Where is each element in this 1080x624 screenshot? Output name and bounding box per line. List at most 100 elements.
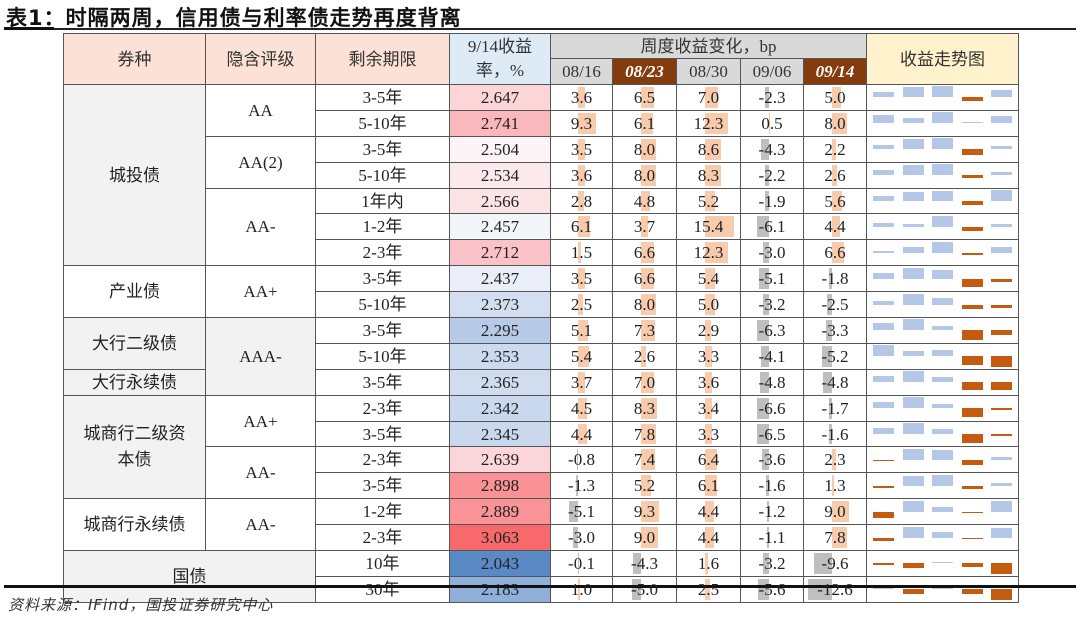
negative-data-bar [631,578,642,600]
positive-data-bar [578,345,589,367]
weekly-change-cell: 6.4 [676,446,741,474]
maturity-cell: 3-5年 [315,84,450,111]
weekly-change-cell: 2.5 [676,575,741,603]
positive-data-bar [831,164,837,186]
weekly-change-cell: 4.4 [676,498,741,526]
weekly-change-value: 8.0 [824,113,846,133]
weekly-change-value: 4.4 [697,528,720,548]
weekly-change-value: -3.0 [568,528,595,548]
yield-cell: 2.504 [449,135,551,163]
trend-sparkline-cell [866,84,1019,111]
weekly-change-value: 7.4 [633,450,656,470]
trend-bar [932,561,953,564]
weekly-change-value: 12.3 [693,243,724,263]
trend-sparkline-cell [866,109,1019,137]
weekly-change-value: 6.5 [633,87,656,107]
weekly-change-cell: 8.0 [803,109,867,137]
weekly-change-value: 3.6 [697,372,720,392]
weekly-change-value: 7.8 [824,528,846,548]
trend-bar [961,226,983,232]
trend-sparkline-cell [866,291,1019,319]
weekly-change-cell: -4.8 [803,368,867,396]
weekly-change-value: 3.3 [697,346,720,366]
positive-data-bar [641,268,654,290]
weekly-change-value: 4.5 [570,398,593,418]
table-row: 城商行二级资 本债 AA+ 2-3年 2.342 4.5 8.3 3.4 -6.6 -1.7 [63,394,1019,500]
trend-sparkline-cell [866,135,1019,163]
positive-data-bar [578,242,582,264]
header-week-09-06: 09/06 [740,58,804,85]
negative-data-bar [756,397,769,419]
trend-sparkline-cell [866,550,1019,577]
weekly-change-value: 4.4 [697,502,720,522]
negative-data-bar [763,242,769,264]
trend-bar [932,241,953,253]
positive-data-bar [641,475,652,497]
bond-type-cell: 城商行二级资 本债 [63,394,206,500]
weekly-change-value: 1.0 [570,579,593,599]
weekly-change-cell: 6.1 [676,472,741,500]
positive-data-bar [705,397,712,419]
header-weekly-change: 周度收益变化，bp [550,33,867,59]
yield-cell: 2.342 [449,394,551,422]
weekly-change-value: 5.0 [697,295,720,315]
trend-bar [991,246,1012,253]
trend-bar [932,138,953,150]
weekly-change-cell: 5.1 [550,317,613,344]
weekly-change-value: -6.6 [758,398,786,418]
yield-cell: 2.712 [449,239,551,267]
positive-data-bar [831,475,835,497]
negative-data-bar [576,475,579,497]
trend-bar [961,304,983,309]
positive-data-bar [831,501,849,523]
yield-cell: 2.437 [449,265,551,293]
bond-yield-table: 券种 隐含评级 剩余期限 9/14收益 率，% 周度收益变化，bp 收益走势图 0… [63,33,1019,603]
weekly-change-cell: 4.4 [803,213,867,241]
trend-sparkline-cell [866,265,1019,293]
maturity-cell: 1-2年 [315,213,450,241]
table-row: 大行永续债 3-5年 2.365 3.7 7.0 3.6 -4.8 -4.8 [63,368,1019,396]
weekly-change-value: -3.0 [758,243,786,263]
weekly-change-cell: -0.1 [550,550,613,577]
trend-sparkline-cell [866,213,1019,241]
table-row: 5-10年 2.534 3.6 8.0 8.3 -2.2 2.6 [64,161,1019,189]
positive-data-bar [705,242,729,264]
weekly-change-value: 6.6 [633,243,656,263]
positive-data-bar [641,345,647,367]
weekly-change-value: 3.5 [570,269,593,289]
weekly-change-cell: -5.1 [740,265,804,293]
maturity-cell: 5-10年 [315,161,450,189]
trend-bar [991,223,1012,227]
trend-bar [932,403,953,409]
weekly-change-value: -1.8 [821,269,849,289]
positive-data-bar [578,371,586,393]
weekly-change-value: 7.8 [633,424,656,444]
weekly-change-cell: 5.2 [676,187,741,215]
weekly-change-cell: 7.8 [803,524,867,552]
weekly-change-value: 7.3 [633,320,656,340]
weekly-change-cell: 5.0 [676,291,741,319]
maturity-cell: 5-10年 [315,342,450,370]
maturity-cell: 3-5年 [315,472,450,500]
negative-data-bar [757,216,769,238]
weekly-change-value: 4.4 [570,424,593,444]
weekly-change-cell: 2.6 [612,342,677,370]
weekly-change-cell: 8.3 [612,394,677,422]
weekly-change-value: -5.1 [568,502,595,522]
positive-data-bar [641,242,654,264]
weekly-change-value: 6.4 [697,450,720,470]
yield-cell: 2.898 [449,472,551,500]
weekly-change-cell: 4.4 [550,420,613,448]
trend-sparkline-cell [866,187,1019,215]
weekly-change-cell: 7.4 [612,446,677,474]
weekly-change-value: 6.6 [633,269,656,289]
trend-bar [932,112,953,124]
positive-data-bar [578,112,596,134]
weekly-change-value: -3.3 [821,320,849,340]
positive-data-bar [705,449,718,471]
trend-bar [932,269,953,279]
trend-bar [902,117,924,124]
yield-cell: 2.457 [449,213,551,241]
table-row: AA- 1年内 2.566 2.8 4.8 5.2 -1.9 5.6 [64,187,1019,267]
negative-data-bar [766,501,769,523]
